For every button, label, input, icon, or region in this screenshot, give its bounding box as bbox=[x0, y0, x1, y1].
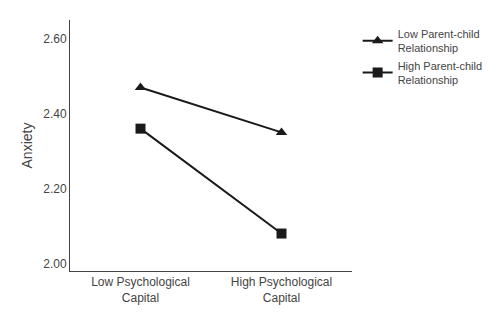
svg-text:High PsychologicalCapital: High PsychologicalCapital bbox=[231, 275, 332, 305]
svg-text:High Parent-childRelationship: High Parent-childRelationship bbox=[398, 60, 482, 86]
svg-text:Low PsychologicalCapital: Low PsychologicalCapital bbox=[91, 275, 190, 305]
svg-text:Low Parent-childRelationship: Low Parent-childRelationship bbox=[398, 28, 480, 54]
svg-text:2.20: 2.20 bbox=[43, 182, 67, 196]
svg-text:Anxiety: Anxiety bbox=[19, 123, 35, 169]
svg-text:2.40: 2.40 bbox=[43, 107, 67, 121]
svg-text:2.60: 2.60 bbox=[43, 32, 67, 46]
svg-text:2.00: 2.00 bbox=[43, 257, 67, 271]
